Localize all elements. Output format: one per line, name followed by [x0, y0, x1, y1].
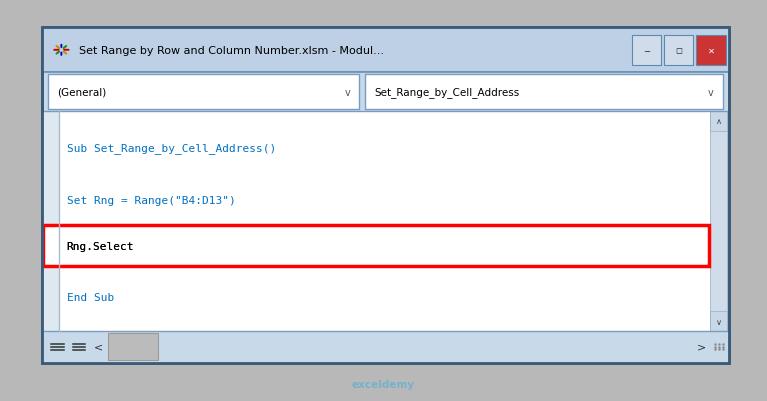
- Text: ◻: ◻: [675, 46, 683, 55]
- Text: ∧: ∧: [716, 117, 722, 126]
- Bar: [42, 28, 729, 363]
- Bar: [710, 112, 727, 331]
- Text: ∨: ∨: [716, 317, 722, 326]
- Text: <: <: [94, 342, 103, 352]
- Text: Set Range by Row and Column Number.xlsm - Modul...: Set Range by Row and Column Number.xlsm …: [79, 46, 384, 56]
- Text: Set_Range_by_Cell_Address: Set_Range_by_Cell_Address: [374, 87, 519, 98]
- Bar: [365, 75, 723, 110]
- Text: Set Rng = Range("B4:D13"): Set Rng = Range("B4:D13"): [67, 196, 235, 206]
- Bar: [710, 112, 727, 132]
- Bar: [42, 28, 729, 363]
- Text: End Sub: End Sub: [67, 292, 114, 302]
- Text: (General): (General): [58, 87, 107, 97]
- Text: ✕: ✕: [707, 46, 715, 55]
- Bar: [710, 311, 727, 331]
- Bar: [43, 226, 709, 266]
- Text: Rng.Select: Rng.Select: [67, 242, 134, 252]
- Text: ─: ─: [644, 46, 649, 55]
- Text: Sub Set_Range_by_Cell_Address(): Sub Set_Range_by_Cell_Address(): [67, 142, 276, 154]
- Bar: [108, 334, 158, 360]
- Text: v: v: [708, 87, 714, 97]
- Bar: [42, 331, 729, 363]
- Bar: [42, 112, 59, 331]
- Text: v: v: [344, 87, 351, 97]
- Bar: [664, 36, 693, 65]
- Bar: [48, 75, 359, 110]
- Text: >: >: [697, 342, 706, 352]
- Text: Rng.Select: Rng.Select: [67, 242, 134, 252]
- Bar: [696, 36, 726, 65]
- Bar: [632, 36, 661, 65]
- Bar: [42, 112, 710, 331]
- Text: exceldemy: exceldemy: [352, 379, 415, 389]
- Bar: [42, 28, 729, 73]
